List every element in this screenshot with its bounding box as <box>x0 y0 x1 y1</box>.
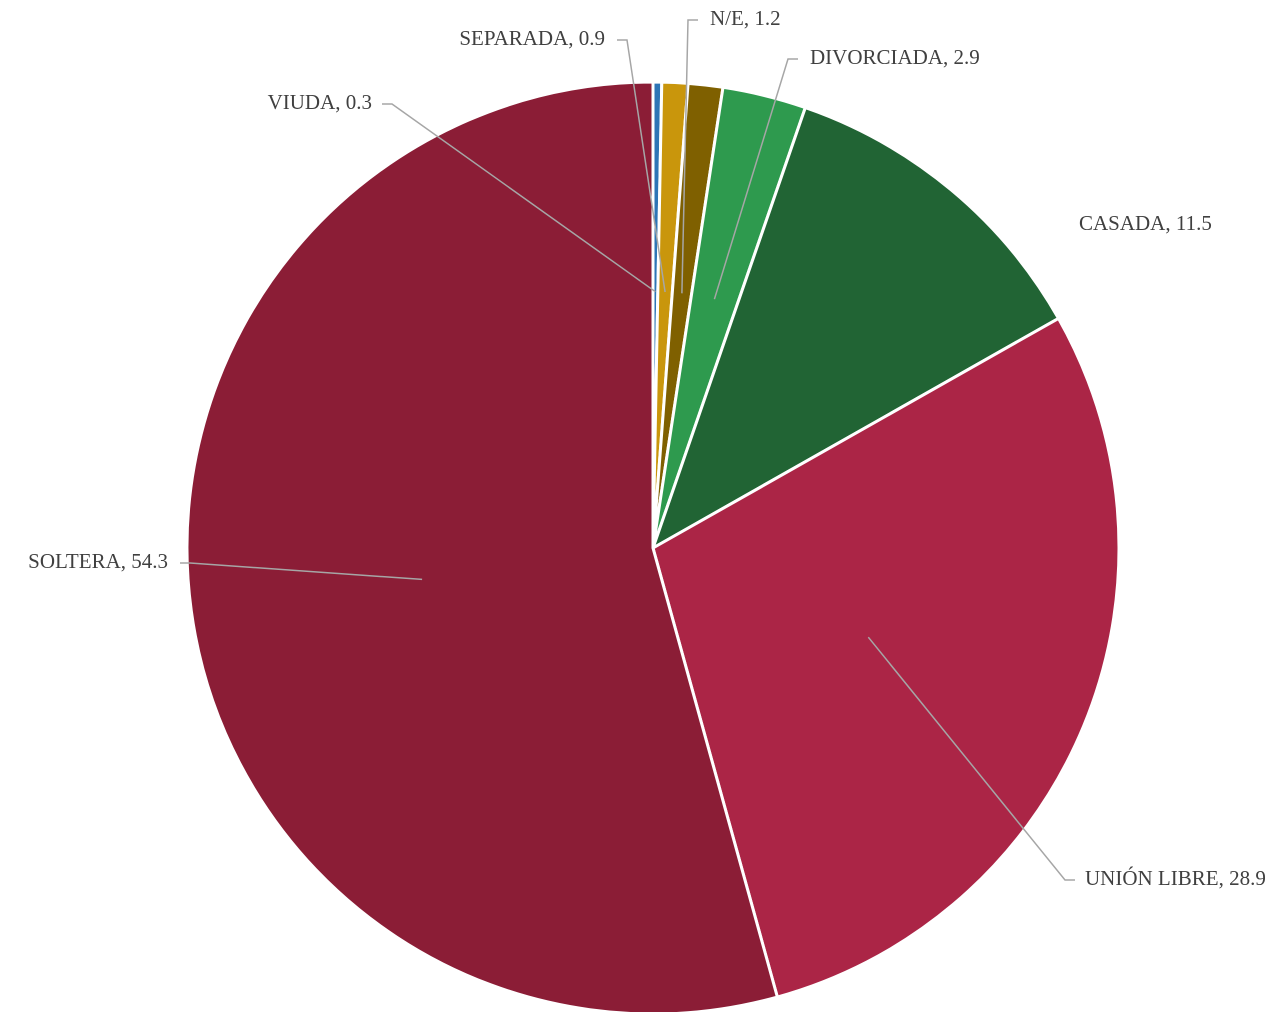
data-label-viuda: VIUDA, 0.3 <box>268 90 372 114</box>
leader-line-divorciada <box>713 58 798 300</box>
leader-line-separada <box>617 39 666 293</box>
pie-slice-casada <box>651 106 1061 550</box>
data-label-separada: SEPARADA, 0.9 <box>459 26 605 50</box>
leader-lines-layer <box>180 19 1075 881</box>
data-label-n-e: N/E, 1.2 <box>710 6 781 30</box>
leader-line-n-e <box>681 19 698 294</box>
pie-slice-soltera <box>185 80 779 1016</box>
data-label-casada: CASADA, 11.5 <box>1079 211 1212 235</box>
data-labels-layer: VIUDA, 0.3 SEPARADA, 0.9 N/E, 1.2 DIVORCIAD… <box>28 6 1266 890</box>
data-label-divorciada: DIVORCIADA, 2.9 <box>810 45 980 69</box>
data-label-soltera: SOLTERA, 54.3 <box>28 549 168 573</box>
leader-line-uni-n-libre <box>867 636 1075 881</box>
leader-line-soltera <box>180 562 423 581</box>
data-label-uni-n-libre: UNIÓN LIBRE, 28.9 <box>1085 866 1266 890</box>
slices-layer <box>185 80 1121 1016</box>
leader-line-viuda <box>382 103 656 293</box>
pie-slice-uni-n-libre <box>651 316 1121 999</box>
